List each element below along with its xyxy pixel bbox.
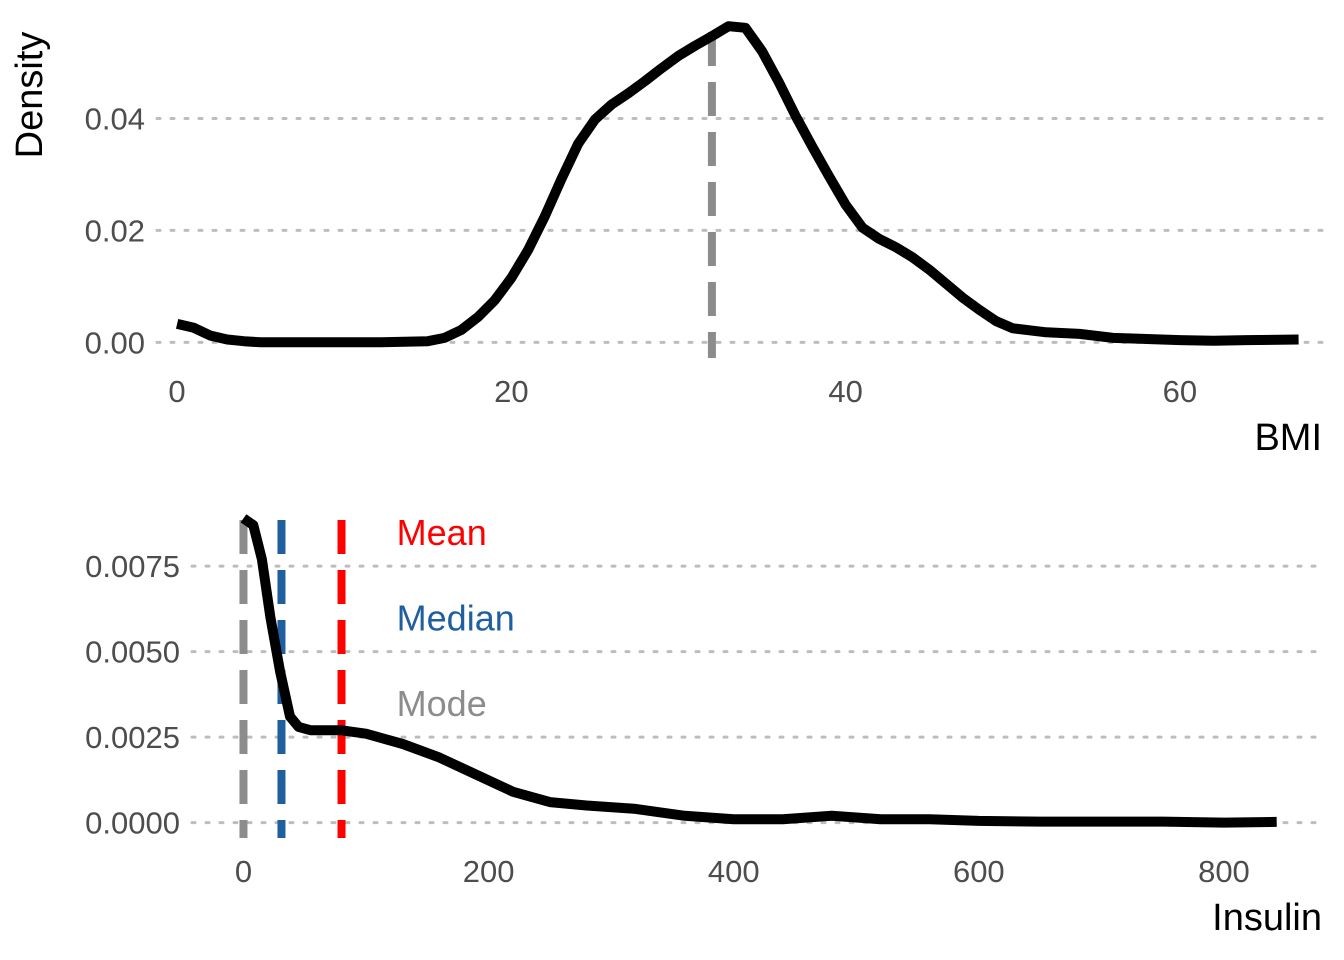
x-tick-label: 600	[953, 854, 1005, 889]
y-tick-label: 0.0025	[85, 720, 180, 755]
x-axis-title: Insulin	[1212, 897, 1322, 939]
y-axis-title: Density	[9, 32, 51, 159]
x-tick-label: 40	[828, 374, 862, 409]
median-annotation: Median	[397, 597, 515, 638]
x-axis-title: BMI	[1254, 417, 1322, 459]
y-tick-label: 0.0050	[85, 635, 180, 670]
y-tick-label: 0.0000	[85, 806, 180, 841]
x-tick-label: 0	[168, 374, 185, 409]
mean-annotation: Mean	[397, 512, 487, 553]
density-curve	[240, 514, 1277, 828]
density-curve	[175, 21, 1299, 348]
bmi-density-panel: 0.00 0.02 0.04 0 20 40 60 BMI Density	[9, 21, 1324, 459]
x-tick-label: 0	[235, 854, 252, 889]
x-tick-label: 400	[708, 854, 760, 889]
mode-annotation: Mode	[397, 683, 487, 724]
x-tick-label: 60	[1163, 374, 1197, 409]
y-tick-label: 0.0075	[85, 549, 180, 584]
y-tick-label: 0.04	[85, 101, 145, 136]
x-tick-label: 800	[1198, 854, 1250, 889]
insulin-density-panel: 0.0000 0.0025 0.0050 0.0075 0 200 400 600 800 Mea…	[85, 512, 1324, 939]
y-tick-label: 0.02	[85, 213, 145, 248]
x-tick-label: 20	[494, 374, 528, 409]
y-tick-label: 0.00	[85, 325, 145, 360]
x-tick-label: 200	[463, 854, 515, 889]
